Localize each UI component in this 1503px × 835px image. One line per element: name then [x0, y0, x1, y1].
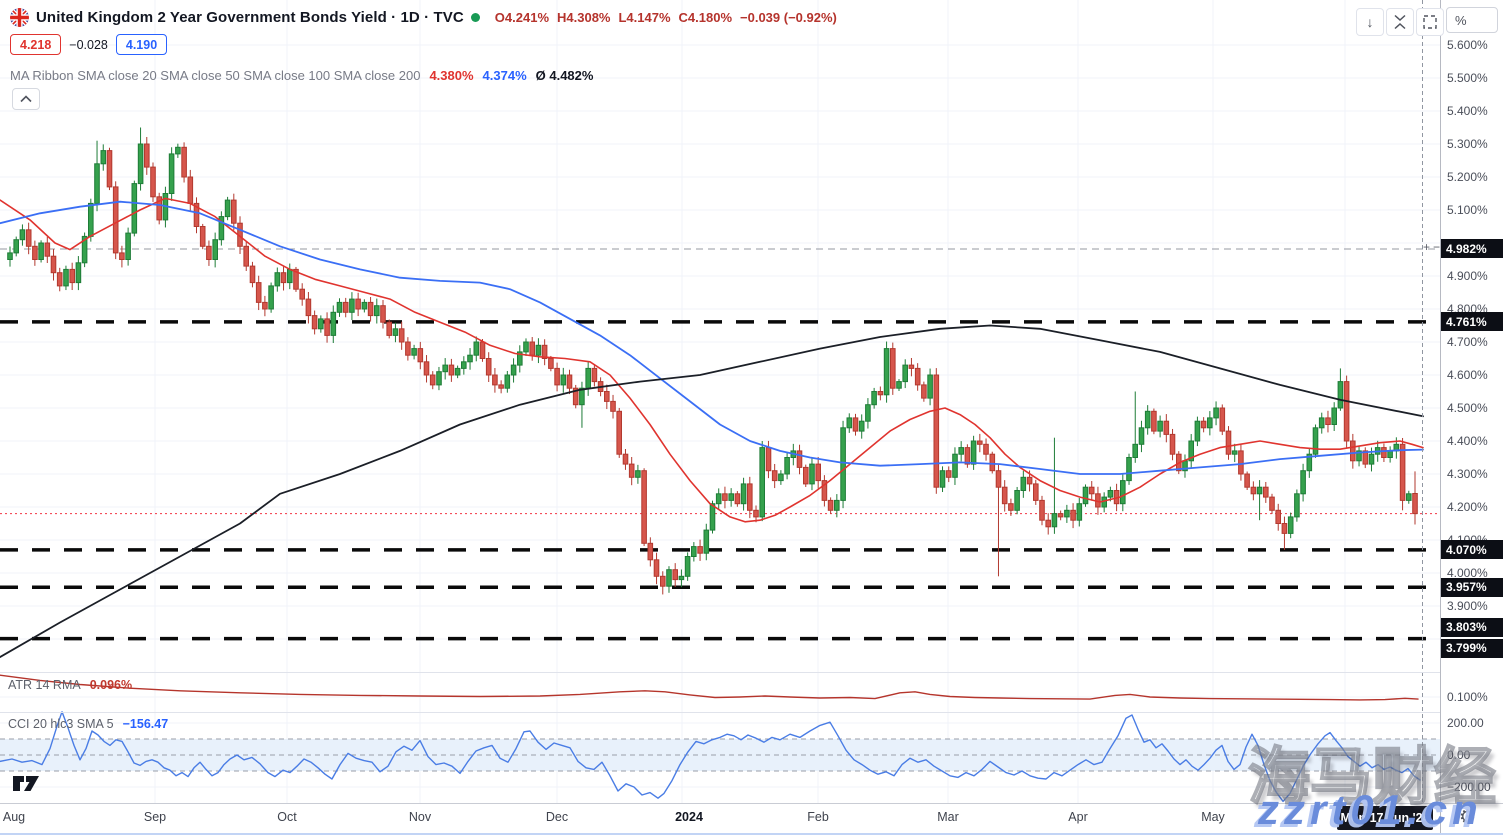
cci-label: CCI 20 hlc3 SMA 5: [8, 717, 114, 731]
watermark-cjk: 海马财经: [1247, 742, 1497, 813]
collapse-pane-button[interactable]: [1386, 8, 1414, 36]
ask-price-button[interactable]: 4.218: [10, 34, 62, 55]
unfold-less-icon: [1394, 14, 1406, 30]
fullscreen-icon: [1423, 15, 1437, 29]
down-arrow-icon: ↓: [1366, 14, 1374, 30]
axis-plus-icon[interactable]: +: [1423, 240, 1431, 254]
fullscreen-button[interactable]: [1416, 8, 1444, 36]
collapse-legend-button[interactable]: [12, 88, 40, 110]
tradingview-logo[interactable]: [12, 772, 42, 799]
bottom-strip: [0, 833, 1503, 835]
atr-label: ATR 14 RMA: [8, 678, 81, 692]
bid-price-button[interactable]: 4.190: [115, 34, 168, 55]
low-value: L4.147%: [618, 10, 671, 25]
uk-flag-icon: [10, 8, 29, 27]
open-value: O4.241%: [494, 10, 549, 25]
current-date-badge: Mon 17 Jun '24: [1337, 806, 1433, 830]
change-value: −0.039 (−0.92%): [740, 10, 837, 25]
atr-legend[interactable]: ATR 14 RMA 0.096%: [8, 678, 132, 692]
symbol-header[interactable]: United Kingdom 2 Year Government Bonds Y…: [10, 8, 837, 27]
ma-value-red: 4.380%: [429, 68, 474, 83]
close-value: C4.180%: [678, 10, 733, 25]
spread-value: −0.028: [69, 37, 108, 52]
cci-value: −156.47: [122, 717, 169, 731]
symbol-title: United Kingdom 2 Year Government Bonds Y…: [36, 9, 464, 26]
ma-value-blue: 4.374%: [482, 68, 527, 83]
ma-ribbon-legend[interactable]: MA Ribbon SMA close 20 SMA close 50 SMA …: [10, 68, 593, 83]
axis-minus-icon[interactable]: −: [1433, 240, 1441, 254]
ma-ribbon-label: MA Ribbon SMA close 20 SMA close 50 SMA …: [10, 68, 421, 83]
ma-value-avg: Ø 4.482%: [535, 68, 594, 83]
cci-legend[interactable]: CCI 20 hlc3 SMA 5 −156.47: [8, 717, 168, 731]
percent-axis-button[interactable]: %: [1446, 7, 1498, 33]
high-value: H4.308%: [557, 10, 611, 25]
atr-value: 0.096%: [89, 678, 133, 692]
gear-icon[interactable]: ⚙: [1459, 807, 1477, 828]
watermark-url: zzrt01.cn: [1258, 786, 1483, 833]
scroll-to-realtime-button[interactable]: ↓: [1356, 8, 1384, 36]
market-status-icon: [470, 13, 480, 22]
percent-label: %: [1455, 12, 1467, 28]
quote-row: 4.218 −0.028 4.190: [10, 34, 168, 55]
ohlc-values: O4.241% H4.308% L4.147% C4.180% −0.039 (…: [495, 10, 837, 25]
